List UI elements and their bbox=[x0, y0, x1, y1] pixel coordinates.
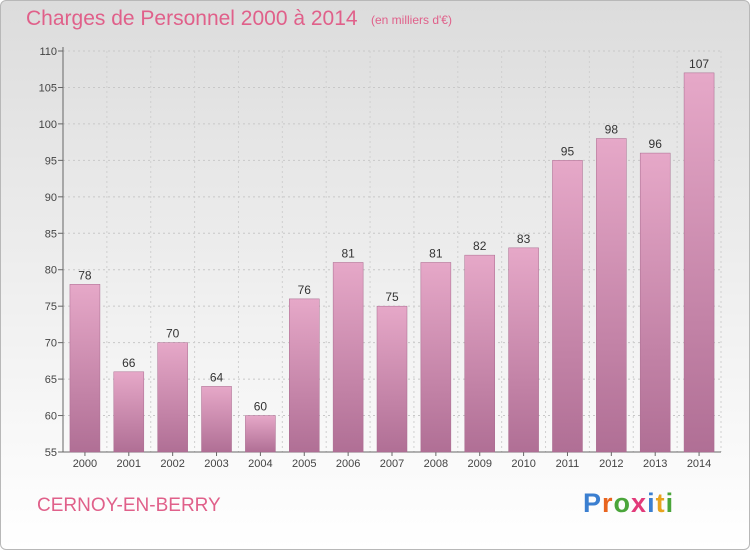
logo-letter: r bbox=[602, 488, 614, 518]
x-tick-label-2011: 2011 bbox=[556, 458, 580, 470]
logo-letter: o bbox=[613, 488, 632, 518]
bar-2005 bbox=[289, 298, 320, 453]
logo-letter: P bbox=[583, 488, 603, 518]
commune-name: CERNOY-EN-BERRY bbox=[37, 495, 221, 516]
data-label-2009: 82 bbox=[473, 239, 487, 253]
x-tick-label-2007: 2007 bbox=[380, 458, 404, 470]
data-label-2007: 75 bbox=[385, 290, 399, 304]
logo-letter: x bbox=[631, 488, 648, 518]
logo-letter: i bbox=[647, 488, 656, 518]
logo-letter: i bbox=[665, 488, 675, 518]
data-label-2014: 107 bbox=[689, 57, 709, 71]
y-tick-label: 90 bbox=[45, 192, 57, 204]
x-tick-label-2008: 2008 bbox=[424, 458, 448, 470]
bar-2012 bbox=[596, 138, 627, 453]
bar-2013 bbox=[639, 152, 671, 453]
logo-letter: t bbox=[655, 488, 666, 518]
data-label-2006: 81 bbox=[341, 246, 355, 260]
y-tick-label: 55 bbox=[45, 447, 57, 459]
y-tick-label: 70 bbox=[45, 338, 57, 350]
bar-2007 bbox=[376, 305, 408, 453]
bar-2004 bbox=[245, 415, 276, 453]
data-label-2005: 76 bbox=[298, 283, 312, 297]
bar-2010 bbox=[508, 247, 539, 453]
bar-2008 bbox=[420, 262, 452, 453]
x-tick-label-2003: 2003 bbox=[204, 458, 228, 470]
bar-2003 bbox=[201, 386, 232, 453]
x-tick-label-2002: 2002 bbox=[160, 458, 184, 470]
data-labels: 78 66 70 64 60 76 81 75 81 82 83 95 98 96 107 bbox=[78, 57, 709, 414]
y-tick-label: 105 bbox=[39, 82, 57, 94]
y-tick-label: 85 bbox=[45, 228, 57, 240]
chart-subtitle: (en milliers d'€) bbox=[371, 13, 452, 27]
bar-2011 bbox=[552, 160, 583, 453]
y-tick-label: 75 bbox=[45, 301, 57, 313]
y-tick-label: 95 bbox=[45, 155, 57, 167]
data-label-2013: 96 bbox=[649, 137, 663, 151]
x-tick-label-2000: 2000 bbox=[73, 458, 97, 470]
grid-lines bbox=[62, 50, 722, 453]
data-label-2002: 70 bbox=[166, 327, 180, 341]
x-tick-label-2009: 2009 bbox=[467, 458, 491, 470]
x-tick-label-2005: 2005 bbox=[292, 458, 316, 470]
bar-2000 bbox=[69, 284, 101, 453]
data-label-2008: 81 bbox=[429, 246, 443, 260]
x-tick-label-2014: 2014 bbox=[687, 458, 711, 470]
bar-2009 bbox=[464, 254, 495, 453]
data-label-2011: 95 bbox=[561, 144, 575, 158]
y-tick-label: 100 bbox=[39, 119, 57, 131]
bar-2006 bbox=[332, 262, 364, 453]
bar-2014 bbox=[683, 72, 715, 453]
data-label-2004: 60 bbox=[254, 400, 268, 414]
bars bbox=[69, 72, 715, 453]
x-tick-label-2013: 2013 bbox=[643, 458, 667, 470]
bar-2002 bbox=[157, 342, 188, 453]
y-tick-label: 80 bbox=[45, 265, 57, 277]
x-tick-label-2006: 2006 bbox=[336, 458, 360, 470]
x-tick-label-2012: 2012 bbox=[599, 458, 623, 470]
x-tick-label-2001: 2001 bbox=[117, 458, 141, 470]
data-label-2003: 64 bbox=[210, 370, 224, 384]
y-tick-label: 110 bbox=[39, 46, 57, 58]
data-label-2012: 98 bbox=[605, 122, 619, 136]
y-tick-label: 65 bbox=[45, 374, 57, 386]
x-tick-label-2004: 2004 bbox=[248, 458, 272, 470]
data-label-2001: 66 bbox=[122, 356, 136, 370]
data-label-2010: 83 bbox=[517, 232, 531, 246]
x-tick-label-2010: 2010 bbox=[511, 458, 535, 470]
bar-2001 bbox=[113, 371, 145, 453]
chart-title: Charges de Personnel 2000 à 2014 bbox=[26, 7, 358, 30]
y-tick-label: 60 bbox=[45, 411, 57, 423]
proxiti-logo: Proxiti bbox=[583, 488, 674, 519]
data-label-2000: 78 bbox=[78, 268, 92, 282]
